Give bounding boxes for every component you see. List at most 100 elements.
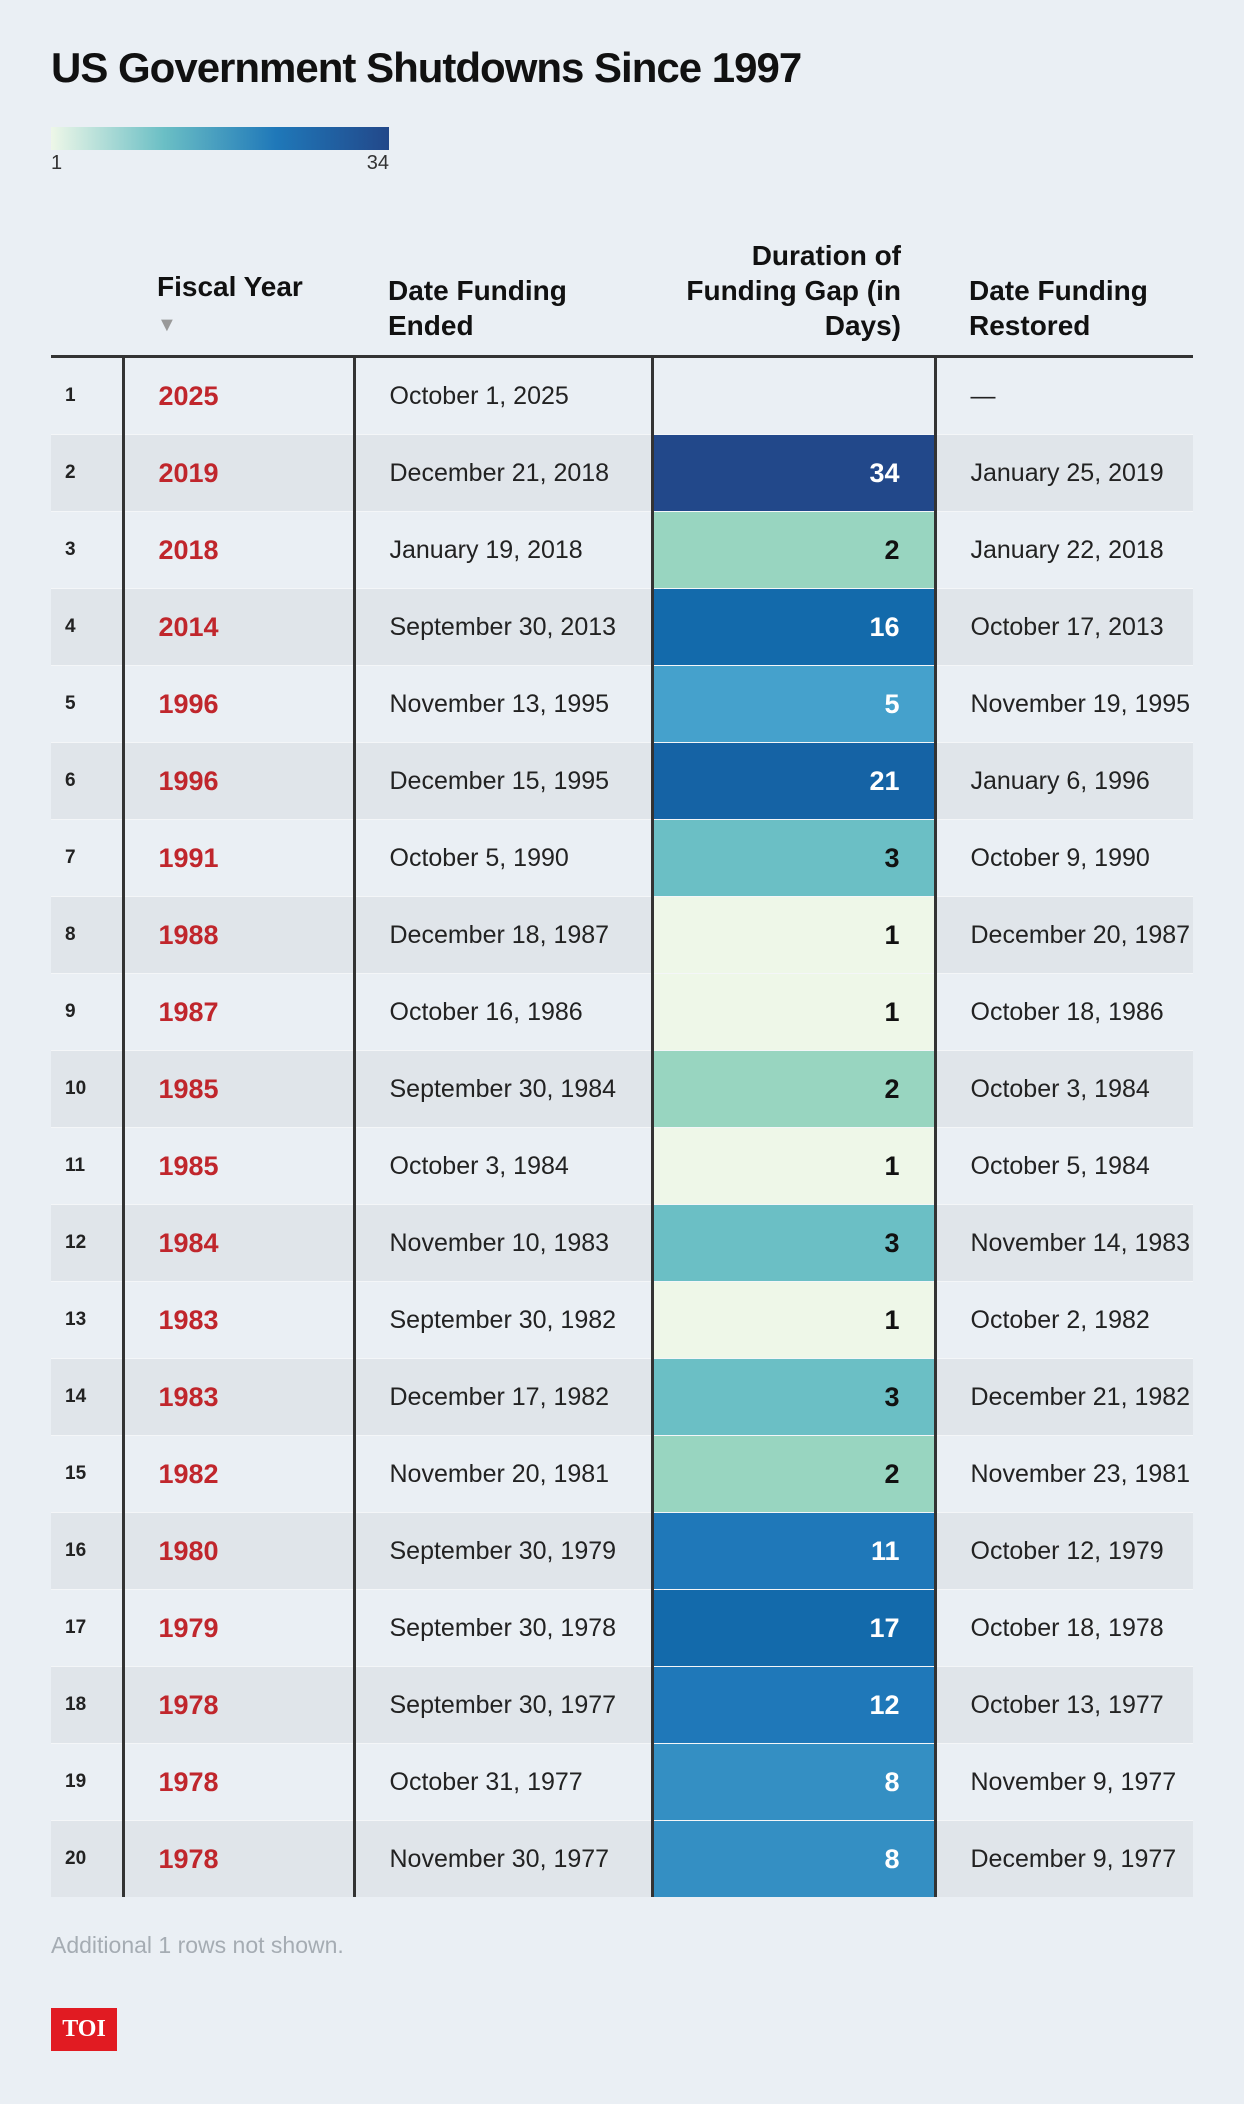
table-row: 7 1991 October 5, 1990 3 October 9, 1990 [51,819,1193,897]
fiscal-year: 1988 [121,896,354,974]
row-number: 19 [51,1743,123,1821]
fiscal-year: 1985 [121,1050,354,1128]
table-row: 19 1978 October 31, 1977 8 November 9, 1977 [51,1743,1193,1821]
fiscal-year: 2025 [121,356,354,435]
column-header: Date Funding Restored [969,275,1148,341]
duration: 12 [650,1666,935,1744]
fiscal-year: 1980 [121,1512,354,1590]
row-number: 17 [51,1589,123,1667]
table-row: 2 2019 December 21, 2018 34 January 25, 2019 [51,434,1193,512]
date-ended: December 21, 2018 [352,434,652,512]
title: US Government Shutdowns Since 1997 [51,44,802,91]
date-ended: September 30, 1978 [352,1589,652,1667]
fiscal-year: 1987 [121,973,354,1051]
fiscal-year: 1983 [121,1358,354,1436]
table-body: 1 2025 October 1, 2025—2 2019 December 21, 2… [51,356,1193,1897]
table-row: 17 1979 September 30, 1978 17 October 18, 19… [51,1589,1193,1667]
table-row: 14 1983 December 17, 1982 3 December 21, 198… [51,1358,1193,1436]
date-ended: December 17, 1982 [352,1358,652,1436]
row-number: 7 [51,819,123,897]
date-restored: January 22, 2018 [933,511,1193,589]
date-restored: December 21, 1982 [933,1358,1193,1436]
duration: 5 [650,665,935,743]
column-header: Fiscal Year [157,271,303,302]
table-row: 4 2014 September 30, 2013 16 October 17, 201… [51,588,1193,666]
date-restored: October 13, 1977 [933,1666,1193,1744]
fiscal-year: 1978 [121,1820,354,1897]
duration: 8 [650,1743,935,1821]
row-number: 3 [51,511,123,589]
date-ended: October 5, 1990 [352,819,652,897]
header-row: Fiscal Year ▼ Date Funding Ended Duration… [51,228,1193,358]
table-row: 13 1983 September 30, 1982 1 October 2, 1982 [51,1281,1193,1359]
row-number: 8 [51,896,123,974]
column-header: Duration of Funding Gap (in Days) [686,240,901,341]
duration: 1 [650,1127,935,1205]
table-row: 15 1982 November 20, 1981 2 November 23, 198… [51,1435,1193,1513]
date-restored: January 6, 1996 [933,742,1193,820]
table-row: 8 1988 December 18, 1987 1 December 20, 1987 [51,896,1193,974]
date-restored: October 3, 1984 [933,1050,1193,1128]
table-row: 3 2018 January 19, 2018 2 January 22, 2018 [51,511,1193,589]
duration: 3 [650,1204,935,1282]
header-cell[interactable]: Duration of Funding Gap (in Days) [652,228,935,358]
date-restored: November 9, 1977 [933,1743,1193,1821]
date-restored: December 9, 1977 [933,1820,1193,1897]
row-number: 10 [51,1050,123,1128]
row-number: 9 [51,973,123,1051]
date-restored: December 20, 1987 [933,896,1193,974]
row-number: 15 [51,1435,123,1513]
header-cell[interactable]: Fiscal Year ▼ [123,228,354,358]
table-row: 20 1978 November 30, 1977 8 December 9, 1977 [51,1820,1193,1897]
fiscal-year: 2019 [121,434,354,512]
header-cell [51,228,123,358]
date-ended: November 30, 1977 [352,1820,652,1897]
date-ended: September 30, 1977 [352,1666,652,1744]
row-number: 2 [51,434,123,512]
table-row: 16 1980 September 30, 1979 11 October 12, 19… [51,1512,1193,1590]
header-cell[interactable]: Date Funding Restored [935,228,1193,358]
date-ended: September 30, 1984 [352,1050,652,1128]
duration: 1 [650,973,935,1051]
duration: 2 [650,511,935,589]
fiscal-year: 2014 [121,588,354,666]
row-number: 11 [51,1127,123,1205]
fiscal-year: 1996 [121,742,354,820]
duration: 34 [650,434,935,512]
date-restored: — [933,356,1193,435]
row-number: 14 [51,1358,123,1436]
logo: TOI [51,2008,117,2051]
date-restored: October 9, 1990 [933,819,1193,897]
fiscal-year: 1978 [121,1743,354,1821]
date-ended: October 1, 2025 [352,356,652,435]
table-row: 6 1996 December 15, 1995 21 January 6, 1996 [51,742,1193,820]
legend-min: 1 [51,152,63,174]
fiscal-year: 1996 [121,665,354,743]
sort-icon: ▼ [157,314,177,336]
date-restored: October 5, 1984 [933,1127,1193,1205]
table-row: 12 1984 November 10, 1983 3 November 14, 198… [51,1204,1193,1282]
date-ended: September 30, 1979 [352,1512,652,1590]
fiscal-year: 1982 [121,1435,354,1513]
date-restored: October 2, 1982 [933,1281,1193,1359]
fiscal-year: 2018 [121,511,354,589]
duration: 3 [650,819,935,897]
fiscal-year: 1985 [121,1127,354,1205]
table-row: 5 1996 November 13, 1995 5 November 19, 1995 [51,665,1193,743]
date-ended: September 30, 2013 [352,588,652,666]
row-number: 6 [51,742,123,820]
date-ended: September 30, 1982 [352,1281,652,1359]
footer-note: Additional 1 rows not shown. [51,1932,344,1958]
date-restored: October 18, 1978 [933,1589,1193,1667]
header-cell[interactable]: Date Funding Ended [354,228,652,358]
table: Fiscal Year ▼ Date Funding Ended Duration… [51,228,1193,1897]
date-restored: October 17, 2013 [933,588,1193,666]
date-ended: December 15, 1995 [352,742,652,820]
duration: 1 [650,896,935,974]
duration: 21 [650,742,935,820]
legend-gradient [51,127,389,150]
row-number: 1 [51,356,123,435]
date-ended: November 10, 1983 [352,1204,652,1282]
